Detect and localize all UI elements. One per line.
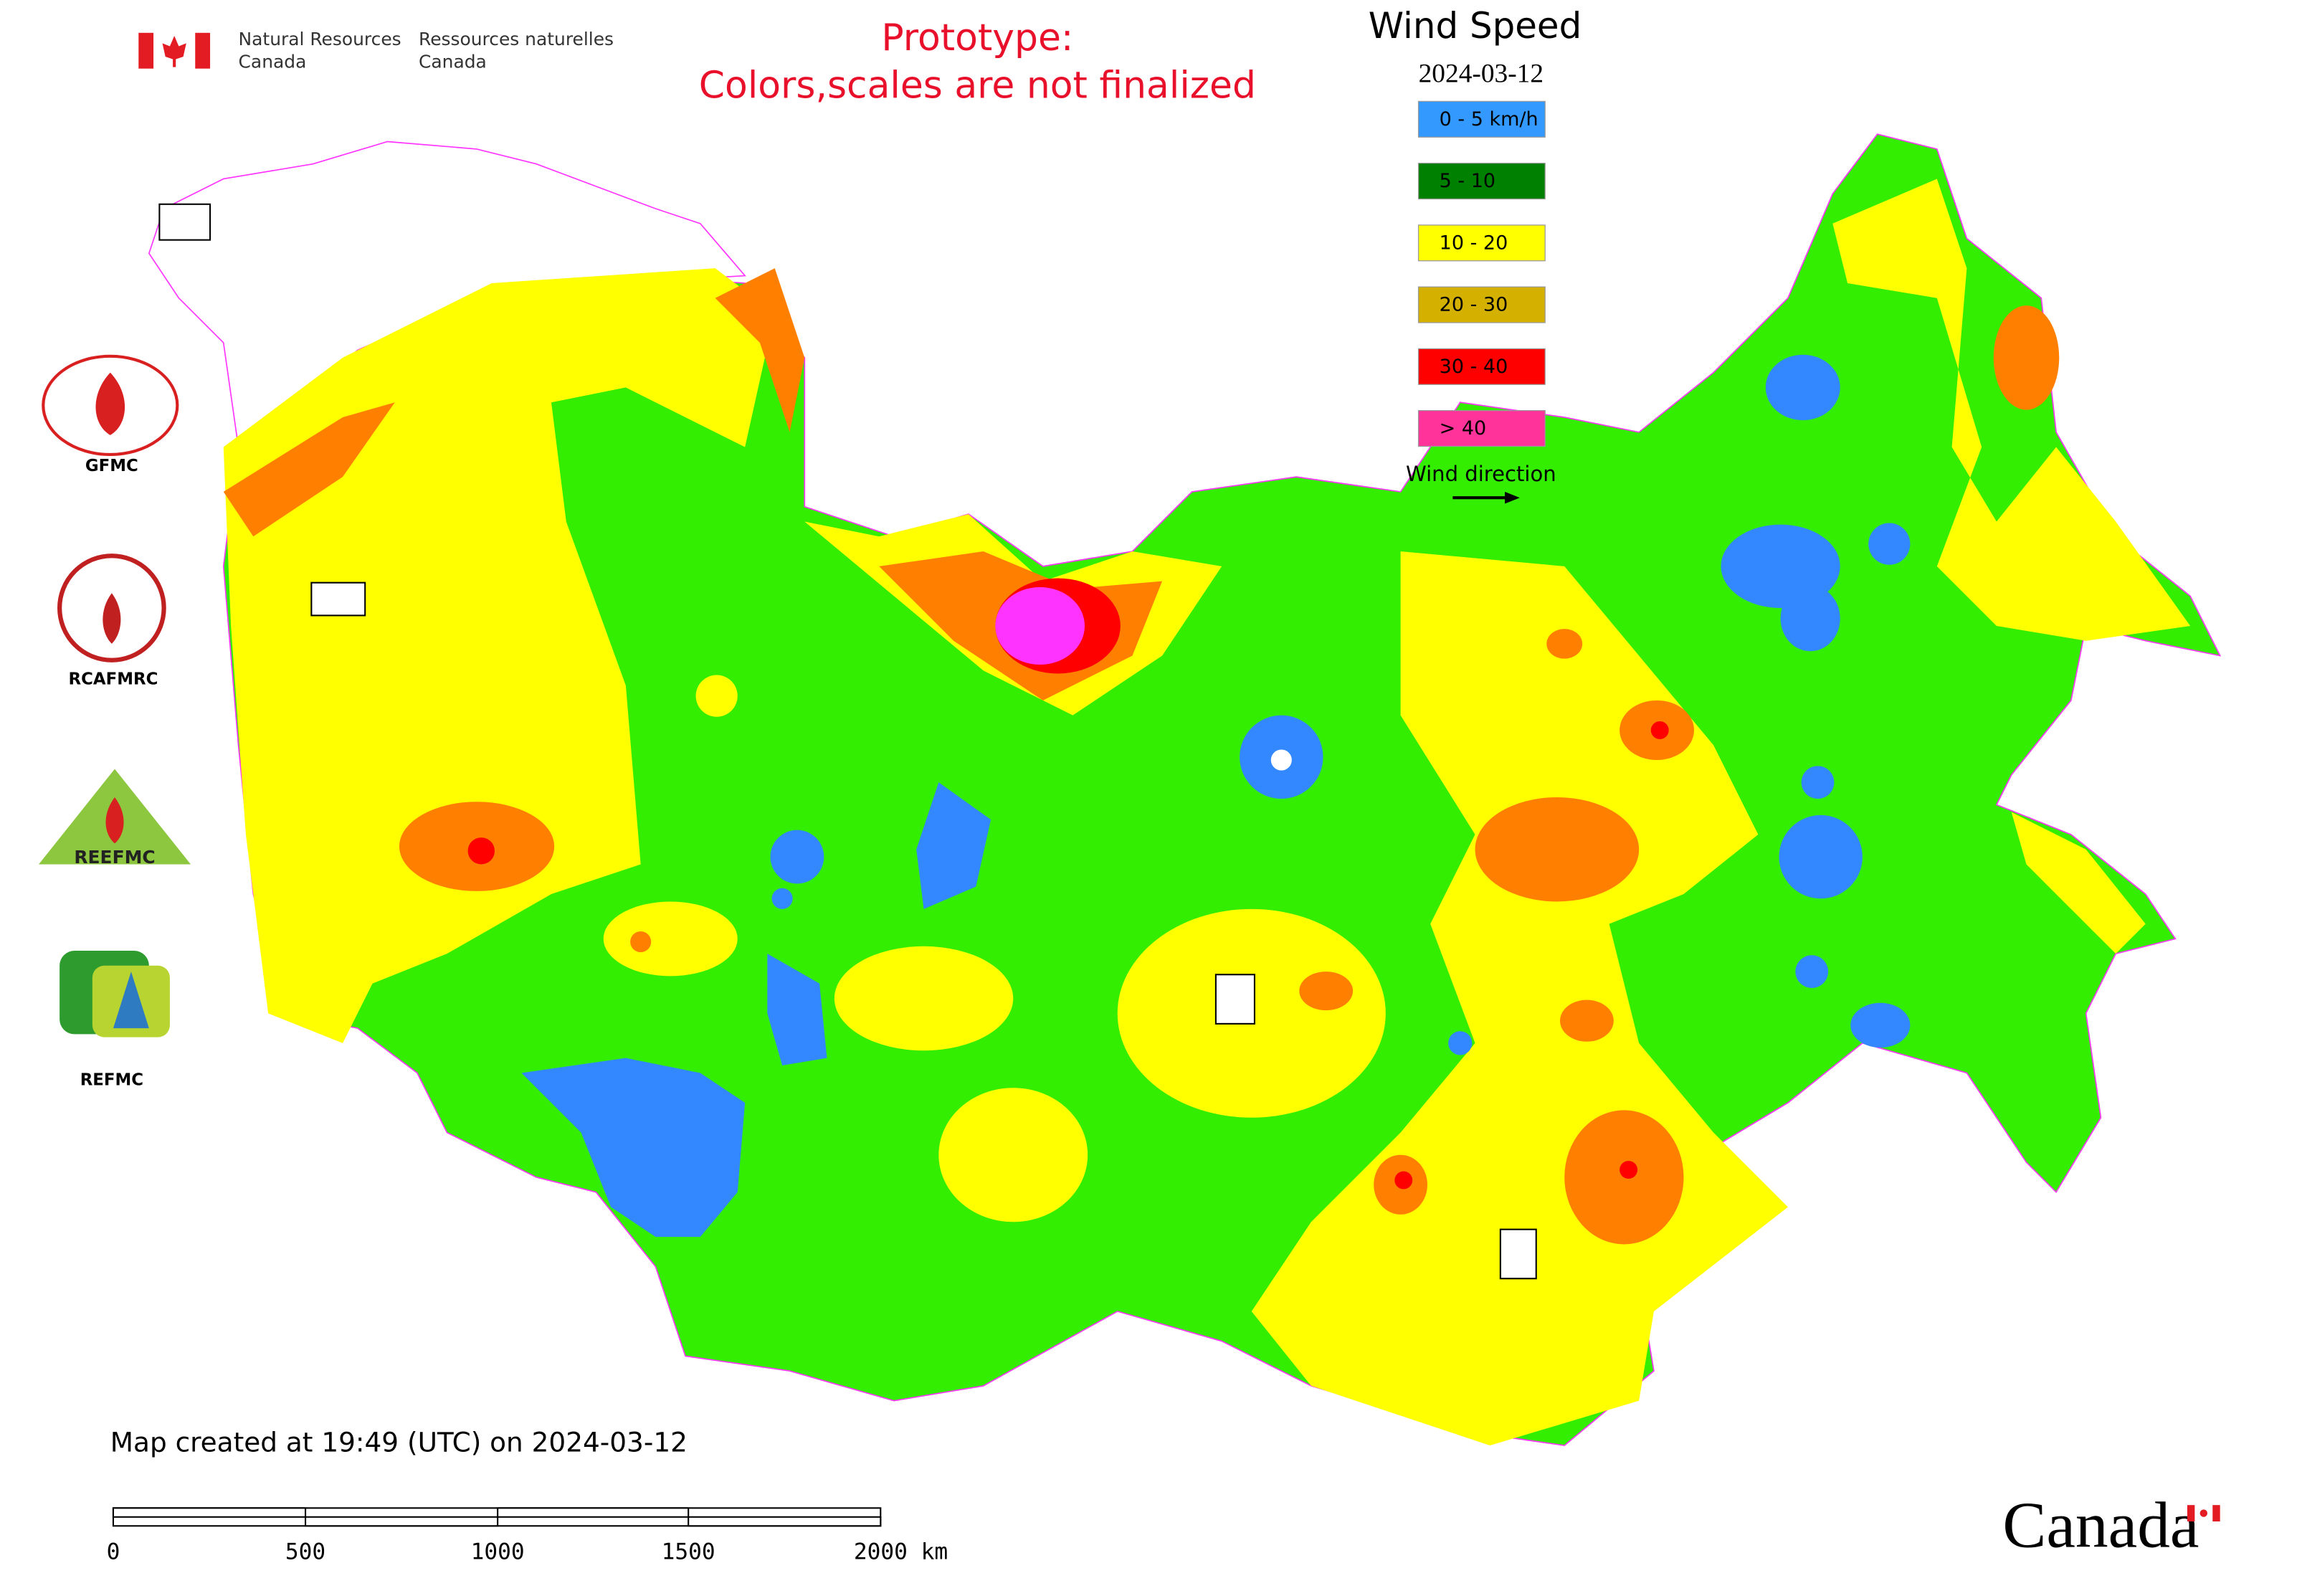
legend-swatch <box>1417 163 1546 200</box>
legend-swatch <box>1417 100 1546 138</box>
scale-label: 2000 km <box>854 1539 948 1565</box>
notice: Prototype: <box>881 16 1073 60</box>
center-label: RCAFMRC <box>69 670 158 688</box>
legend-label: > 40 <box>1440 417 1487 440</box>
scale-bar <box>112 1507 882 1527</box>
legend-swatch <box>1417 348 1546 385</box>
legend-label: 10 - 20 <box>1440 232 1508 254</box>
center-label: REFMC <box>80 1070 143 1089</box>
wind-map <box>148 133 2222 1446</box>
notice: Colors,scales are not finalized <box>699 65 1256 108</box>
legend-date: 2024-03-12 <box>1419 60 1544 89</box>
wordmark-flag <box>2187 1505 2220 1522</box>
legend-swatch <box>1417 286 1546 323</box>
scale-labels: 0 500 1000 1500 2000 km <box>107 1539 948 1565</box>
scale-label: 1000 <box>471 1539 525 1565</box>
legend-label: 30 - 40 <box>1440 356 1508 378</box>
org-name: Ressources naturelles <box>419 29 614 49</box>
org-name: Canada <box>419 51 487 72</box>
legend-label: 20 - 30 <box>1440 294 1508 316</box>
center-markers <box>158 203 1537 1280</box>
legend-label: 0 - 5 km/h <box>1440 108 1538 130</box>
flag <box>138 32 211 69</box>
rcafmrc-logo <box>57 554 166 662</box>
scale-label: 500 <box>285 1539 325 1565</box>
logo-text: REEFMC <box>74 847 155 868</box>
wordmark: Canada <box>2002 1489 2199 1562</box>
scale-label: 1500 <box>662 1539 715 1565</box>
center-label: GFMC <box>85 457 138 475</box>
org-name: Natural Resources <box>239 29 401 49</box>
refmc-logo <box>60 951 170 1037</box>
legend-title: Wind Speed <box>1369 5 1582 47</box>
reefmc-logo: REEFMC <box>39 769 191 868</box>
direction-label: Wind direction <box>1406 462 1556 486</box>
legend-label: 5 - 10 <box>1440 170 1495 192</box>
org-name: Canada <box>239 51 307 72</box>
legend-swatch <box>1417 410 1546 447</box>
legend-swatch <box>1417 224 1546 262</box>
direction-arrow <box>1452 491 1520 504</box>
created-note: Map created at 19:49 (UTC) on 2024-03-12 <box>110 1426 688 1458</box>
legend: 0 - 5 km/h 5 - 10 10 - 20 20 - 30 30 - 40 > 4… <box>1417 100 1546 447</box>
gfmc-logo <box>42 354 179 457</box>
scale-label: 0 <box>107 1539 120 1565</box>
